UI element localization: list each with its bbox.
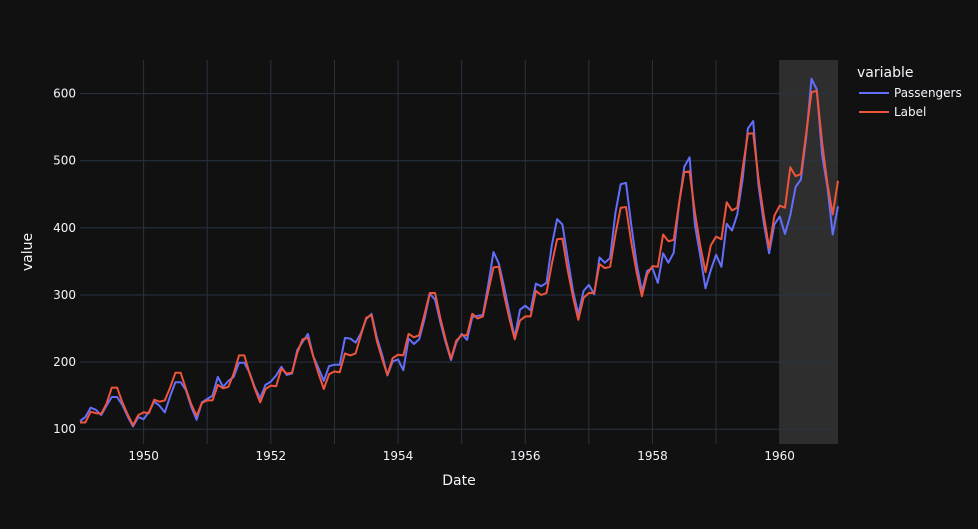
y-tick-label: 100 <box>53 422 76 436</box>
x-tick-label: 1958 <box>637 449 668 463</box>
y-tick-label: 300 <box>53 288 76 302</box>
x-tick-label: 1950 <box>128 449 159 463</box>
legend-item-passengers[interactable]: Passengers <box>859 86 962 100</box>
series-line-label <box>80 89 839 427</box>
y-tick-label: 500 <box>53 154 76 168</box>
x-tick-label: 1954 <box>383 449 414 463</box>
grid <box>80 60 838 444</box>
x-tick-label: 1952 <box>256 449 287 463</box>
legend-item-label[interactable]: Label <box>859 105 926 119</box>
x-tick-label: 1960 <box>764 449 795 463</box>
legend-label-passengers: Passengers <box>894 86 962 100</box>
tick-labels: 100 200 300 400 500 600 1950 1952 1954 1956 1958 19… <box>53 87 795 463</box>
legend-title: variable <box>857 65 913 81</box>
series-line-passengers <box>79 77 839 428</box>
y-tick-label: 600 <box>53 87 76 101</box>
series-lines <box>79 77 839 428</box>
legend-label-label: Label <box>894 105 926 119</box>
highlight-region <box>779 60 838 444</box>
legend[interactable]: variable Passengers Label <box>857 65 962 119</box>
x-tick-label: 1956 <box>510 449 541 463</box>
highlight-layer <box>779 60 838 444</box>
y-tick-label: 200 <box>53 355 76 369</box>
y-tick-label: 400 <box>53 221 76 235</box>
x-axis-title: Date <box>442 473 475 489</box>
y-axis-title: value <box>20 233 36 271</box>
